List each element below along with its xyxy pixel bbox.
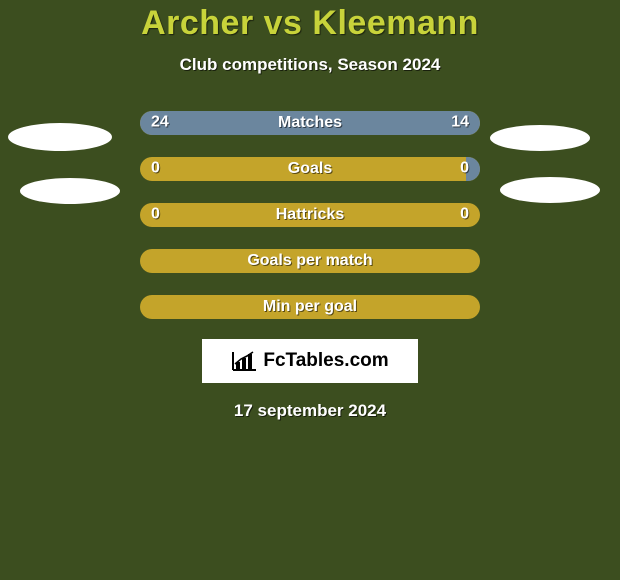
stat-row: Hattricks 0 0 — [140, 203, 480, 227]
avatar-ellipse — [8, 123, 112, 151]
stat-value-right: 0 — [460, 206, 469, 224]
stat-label: Goals — [288, 160, 332, 178]
stat-label: Matches — [278, 114, 342, 132]
stat-label: Hattricks — [276, 206, 344, 224]
stat-rows: Matches 24 14 Goals 0 0 Hattricks 0 0 Goals per m… — [140, 111, 480, 319]
bar-chart-icon — [231, 350, 257, 372]
avatar-ellipse — [490, 125, 590, 151]
stat-row: Matches 24 14 — [140, 111, 480, 135]
stat-label: Min per goal — [263, 298, 357, 316]
logo-text: FcTables.com — [263, 350, 388, 372]
stat-row: Goals 0 0 — [140, 157, 480, 181]
stat-label: Goals per match — [247, 252, 372, 270]
logo-box[interactable]: FcTables.com — [202, 339, 418, 383]
stat-row: Min per goal — [140, 295, 480, 319]
page-title: Archer vs Kleemann — [141, 4, 479, 43]
subtitle: Club competitions, Season 2024 — [180, 55, 441, 75]
stat-value-left: 0 — [151, 206, 160, 224]
stat-row: Goals per match — [140, 249, 480, 273]
stat-value-right: 0 — [460, 160, 469, 178]
comparison-card: Archer vs Kleemann Club competitions, Se… — [0, 0, 620, 580]
stat-value-right: 14 — [451, 114, 469, 132]
avatar-ellipse — [20, 178, 120, 204]
avatar-ellipse — [500, 177, 600, 203]
date-label: 17 september 2024 — [234, 401, 386, 421]
stat-value-left: 0 — [151, 160, 160, 178]
stat-value-left: 24 — [151, 114, 169, 132]
